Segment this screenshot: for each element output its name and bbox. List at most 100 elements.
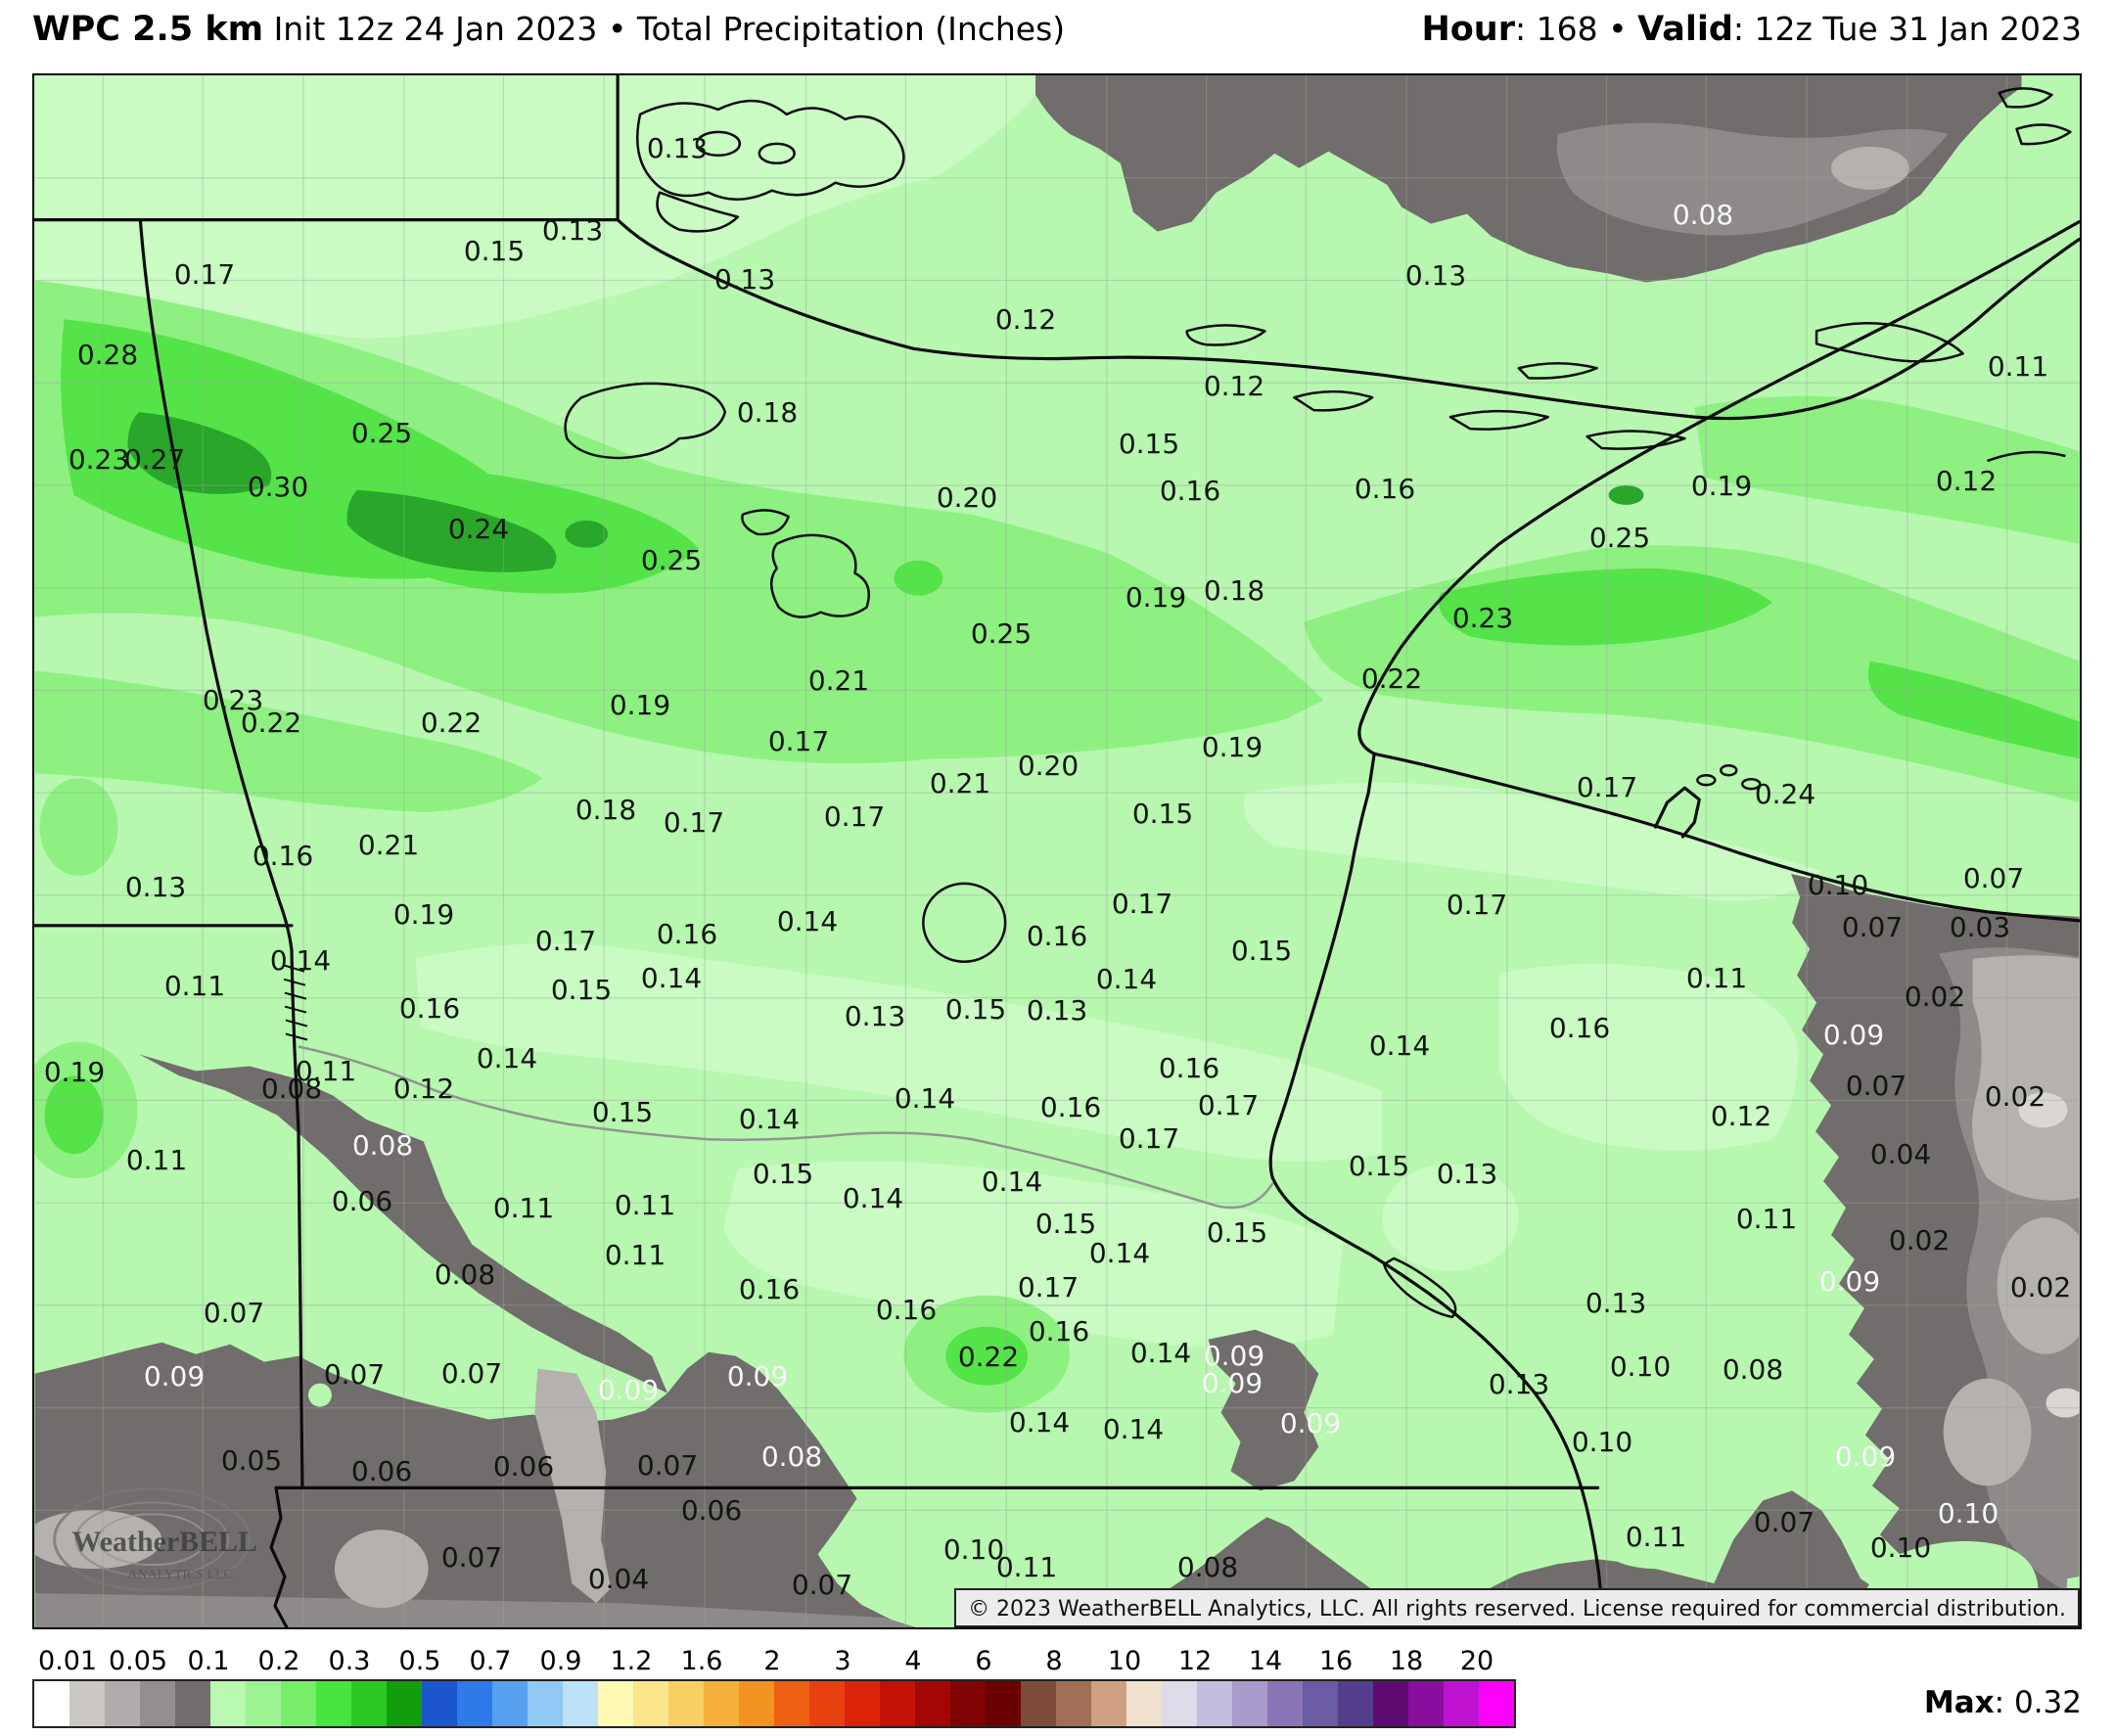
legend-segment xyxy=(598,1681,633,1726)
precip-value-label: 0.17 xyxy=(1446,889,1508,921)
precip-value-label: 0.05 xyxy=(220,1444,283,1477)
max-value: : 0.32 xyxy=(1994,1685,2082,1720)
precip-value-label: 0.25 xyxy=(970,617,1033,650)
precip-value-label: 0.15 xyxy=(463,235,526,267)
precip-value-label: 0.21 xyxy=(929,767,991,799)
precip-value-label: 0.11 xyxy=(295,1055,357,1087)
precip-value-label: 0.06 xyxy=(492,1450,555,1483)
legend-segment xyxy=(34,1681,69,1726)
precip-value-label: 0.11 xyxy=(125,1144,188,1176)
legend-segment xyxy=(528,1681,563,1726)
precip-value-label: 0.11 xyxy=(614,1189,676,1221)
legend-segment xyxy=(1373,1681,1408,1726)
precip-value-label: 0.09 xyxy=(1818,1265,1881,1298)
precip-value-label: 0.24 xyxy=(1754,778,1816,810)
precip-value-label: 0.12 xyxy=(1203,370,1265,402)
bayfield-peninsula xyxy=(1653,786,1701,839)
red-river-mn-west-border xyxy=(138,218,304,1489)
svg-text:WeatherBELL: WeatherBELL xyxy=(72,1526,257,1558)
legend-tick: 10 xyxy=(1107,1646,1142,1676)
precip-value-label: 0.15 xyxy=(591,1096,654,1128)
precip-value-label: 0.17 xyxy=(1118,1122,1180,1155)
legend-segment xyxy=(457,1681,492,1726)
legend-ticks: 0.01 0.05 0.1 0.2 0.3 0.5 0.7 0.9 1.2 1.6 2 3 4 6 8 10 1… xyxy=(32,1646,1512,1676)
hour-value: : 168 xyxy=(1514,10,1598,48)
canada-border-east xyxy=(616,218,2080,421)
lakes xyxy=(564,87,2072,1319)
precip-value-label: 0.13 xyxy=(713,263,776,296)
title-separator-2: • xyxy=(1608,10,1628,48)
precip-value-label: 0.17 xyxy=(173,258,236,291)
legend-segment xyxy=(422,1681,457,1726)
precip-value-label: 0.14 xyxy=(981,1165,1043,1198)
precip-value-label: 0.19 xyxy=(43,1056,106,1088)
legend-segment xyxy=(633,1681,668,1726)
legend-tick: 0.9 xyxy=(539,1646,582,1676)
red-lakes xyxy=(564,382,727,460)
precip-value-label: 0.17 xyxy=(534,925,597,957)
precip-value-label: 0.03 xyxy=(1949,911,2011,943)
precip-value-label: 0.22 xyxy=(240,707,302,739)
legend-segment xyxy=(1056,1681,1091,1726)
weatherbell-logo: WeatherBELL ANALYTICS LLC xyxy=(53,1486,257,1592)
precip-value-label: 0.13 xyxy=(1026,994,1088,1027)
big-sioux-river xyxy=(269,1485,289,1627)
precip-value-label: 0.21 xyxy=(807,664,870,697)
legend-segment xyxy=(845,1681,880,1726)
precip-value-label: 0.25 xyxy=(640,544,703,576)
legend-segment xyxy=(1444,1681,1479,1726)
precip-value-label: 0.09 xyxy=(1834,1440,1897,1473)
precip-value-label: 0.17 xyxy=(1111,888,1173,920)
precip-value-label: 0.16 xyxy=(1028,1315,1090,1348)
precip-value-label: 0.16 xyxy=(1026,920,1088,952)
precip-value-label: 0.07 xyxy=(203,1297,265,1329)
precip-value-label: 0.13 xyxy=(646,132,709,164)
precip-value-label: 0.16 xyxy=(1039,1091,1102,1123)
precip-value-label: 0.13 xyxy=(1436,1158,1498,1190)
precip-value-label: 0.07 xyxy=(791,1569,853,1601)
lake-pepin xyxy=(1382,1256,1457,1319)
precip-value-label: 0.09 xyxy=(1822,1019,1885,1051)
legend-segment xyxy=(281,1681,316,1726)
legend-tick: 8 xyxy=(1045,1646,1063,1676)
legend-segment xyxy=(880,1681,915,1726)
precip-value-label: 0.11 xyxy=(1685,962,1748,994)
legend-tick: 0.2 xyxy=(257,1646,300,1676)
precip-value-label: 0.08 xyxy=(1176,1551,1239,1583)
precip-value-label: 0.09 xyxy=(1201,1367,1264,1399)
legend-segment xyxy=(986,1681,1021,1726)
precip-value-label: 0.11 xyxy=(604,1239,666,1271)
precip-value-label: 0.16 xyxy=(875,1294,938,1326)
precip-value-label: 0.14 xyxy=(1088,1237,1151,1269)
precip-value-label: 0.18 xyxy=(1203,574,1265,607)
precip-value-label: 0.16 xyxy=(1548,1012,1611,1044)
precip-value-label: 0.14 xyxy=(1102,1413,1165,1445)
precipitation-map: WeatherBELL ANALYTICS LLC 0.17 0.15 0.13 0.… xyxy=(32,73,2082,1629)
precip-value-label: 0.17 xyxy=(1017,1271,1080,1303)
legend-segment xyxy=(704,1681,739,1726)
legend-tick: 0.5 xyxy=(398,1646,441,1676)
precip-value-label: 0.11 xyxy=(1987,350,2049,383)
model-name: WPC 2.5 km xyxy=(32,10,264,49)
legend-segment xyxy=(69,1681,105,1726)
title-left: WPC 2.5 km Init 12z 24 Jan 2023 • Total … xyxy=(32,10,1065,49)
legend-tick: 0.3 xyxy=(328,1646,371,1676)
precip-value-label: 0.07 xyxy=(440,1357,503,1390)
precip-value-label: 0.07 xyxy=(1962,862,2025,894)
precip-value-label: 0.19 xyxy=(1125,581,1187,614)
lake-winnibigoshish xyxy=(741,509,790,536)
precip-value-label: 0.15 xyxy=(550,974,613,1006)
precip-value-label: 0.19 xyxy=(392,898,455,931)
precip-value-label: 0.11 xyxy=(163,970,226,1002)
precip-value-label: 0.25 xyxy=(350,417,413,449)
precip-value-label: 0.07 xyxy=(1753,1506,1815,1538)
precip-value-label: 0.16 xyxy=(1354,473,1416,505)
precip-value-label: 0.16 xyxy=(656,918,718,950)
title-right: Hour: 168 • Valid: 12z Tue 31 Jan 2023 xyxy=(1421,10,2082,49)
precip-value-label: 0.27 xyxy=(123,443,186,476)
precip-value-label: 0.16 xyxy=(1159,475,1221,507)
precip-value-label: 0.06 xyxy=(331,1185,393,1217)
county-lines xyxy=(34,75,2080,1627)
legend-segment xyxy=(774,1681,809,1726)
